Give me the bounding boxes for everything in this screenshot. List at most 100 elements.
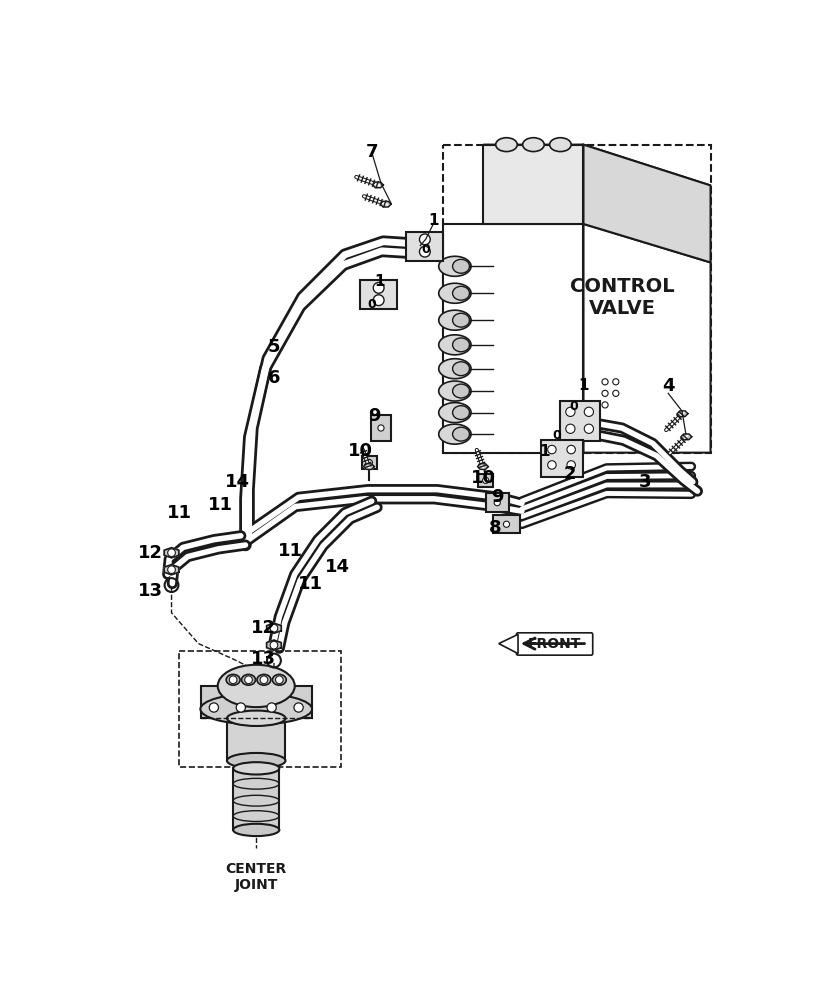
FancyBboxPatch shape [493, 515, 519, 533]
Text: CONTROL
VALVE: CONTROL VALVE [570, 277, 674, 318]
Circle shape [294, 703, 303, 712]
Polygon shape [498, 634, 518, 654]
Circle shape [602, 390, 608, 396]
Ellipse shape [241, 674, 255, 685]
Circle shape [374, 282, 384, 293]
Circle shape [503, 521, 509, 527]
Circle shape [245, 676, 252, 684]
Text: 10: 10 [471, 469, 496, 487]
Circle shape [270, 624, 278, 632]
Circle shape [210, 703, 219, 712]
Circle shape [612, 390, 619, 396]
Ellipse shape [218, 665, 295, 707]
Ellipse shape [522, 138, 544, 152]
Ellipse shape [233, 824, 280, 836]
Text: 0: 0 [552, 429, 561, 442]
Polygon shape [483, 145, 583, 224]
Polygon shape [681, 434, 691, 440]
Ellipse shape [438, 283, 471, 303]
Text: 12: 12 [138, 544, 163, 562]
Text: 14: 14 [225, 473, 250, 491]
Polygon shape [266, 640, 281, 650]
Polygon shape [380, 201, 391, 207]
Text: 10: 10 [348, 442, 373, 460]
Circle shape [602, 402, 608, 408]
Text: 14: 14 [324, 558, 349, 576]
Ellipse shape [453, 259, 469, 273]
Text: FRONT: FRONT [527, 637, 581, 651]
Circle shape [378, 425, 384, 431]
Text: 1: 1 [540, 444, 550, 459]
Text: 2: 2 [563, 465, 576, 483]
Text: 11: 11 [207, 496, 232, 514]
Ellipse shape [453, 338, 469, 352]
Circle shape [612, 379, 619, 385]
Text: 0: 0 [570, 400, 578, 413]
Circle shape [236, 703, 245, 712]
Text: 9: 9 [491, 488, 503, 506]
Bar [561, 401, 601, 441]
Ellipse shape [453, 313, 469, 327]
Polygon shape [443, 224, 583, 453]
Text: 11: 11 [166, 504, 191, 522]
Text: 0: 0 [421, 243, 430, 256]
Text: 8: 8 [488, 519, 501, 537]
Polygon shape [478, 464, 488, 469]
Text: 9: 9 [368, 407, 380, 425]
Circle shape [374, 295, 384, 306]
Polygon shape [266, 623, 281, 633]
Ellipse shape [453, 427, 469, 441]
Ellipse shape [453, 286, 469, 300]
Bar [541, 440, 583, 477]
Circle shape [494, 500, 500, 506]
Ellipse shape [438, 335, 471, 355]
Bar [406, 232, 443, 261]
Circle shape [267, 703, 276, 712]
Ellipse shape [233, 762, 280, 774]
Circle shape [581, 429, 587, 435]
Circle shape [483, 477, 488, 483]
Text: CENTER
JOINT: CENTER JOINT [225, 862, 287, 892]
Ellipse shape [438, 424, 471, 444]
Polygon shape [677, 411, 688, 416]
Ellipse shape [438, 359, 471, 379]
Text: 6: 6 [268, 369, 280, 387]
Text: 4: 4 [662, 377, 675, 395]
Circle shape [567, 461, 576, 469]
Text: 3: 3 [639, 473, 651, 491]
Bar [360, 280, 397, 309]
Text: 1: 1 [428, 213, 438, 228]
Ellipse shape [226, 674, 240, 685]
Circle shape [581, 418, 587, 423]
Ellipse shape [453, 406, 469, 420]
FancyBboxPatch shape [517, 633, 592, 655]
Bar [179, 651, 341, 767]
Ellipse shape [438, 310, 471, 330]
Ellipse shape [201, 694, 312, 724]
Circle shape [572, 429, 577, 435]
Circle shape [260, 676, 268, 684]
Polygon shape [373, 182, 384, 188]
FancyBboxPatch shape [371, 415, 391, 441]
FancyBboxPatch shape [486, 493, 509, 512]
Text: 13: 13 [138, 582, 163, 600]
Ellipse shape [438, 256, 471, 276]
Ellipse shape [257, 674, 271, 685]
Ellipse shape [227, 753, 285, 768]
Ellipse shape [438, 381, 471, 401]
Circle shape [270, 641, 278, 649]
Text: 7: 7 [365, 143, 378, 161]
Bar [443, 145, 711, 453]
Text: 1: 1 [578, 378, 589, 393]
Ellipse shape [272, 674, 286, 685]
Circle shape [419, 246, 430, 257]
Circle shape [366, 460, 373, 466]
Polygon shape [364, 464, 374, 469]
Text: 1: 1 [374, 274, 384, 289]
Polygon shape [164, 565, 179, 575]
Circle shape [168, 549, 176, 557]
Polygon shape [583, 224, 711, 453]
Circle shape [584, 424, 593, 433]
Circle shape [566, 424, 575, 433]
FancyBboxPatch shape [362, 456, 377, 469]
